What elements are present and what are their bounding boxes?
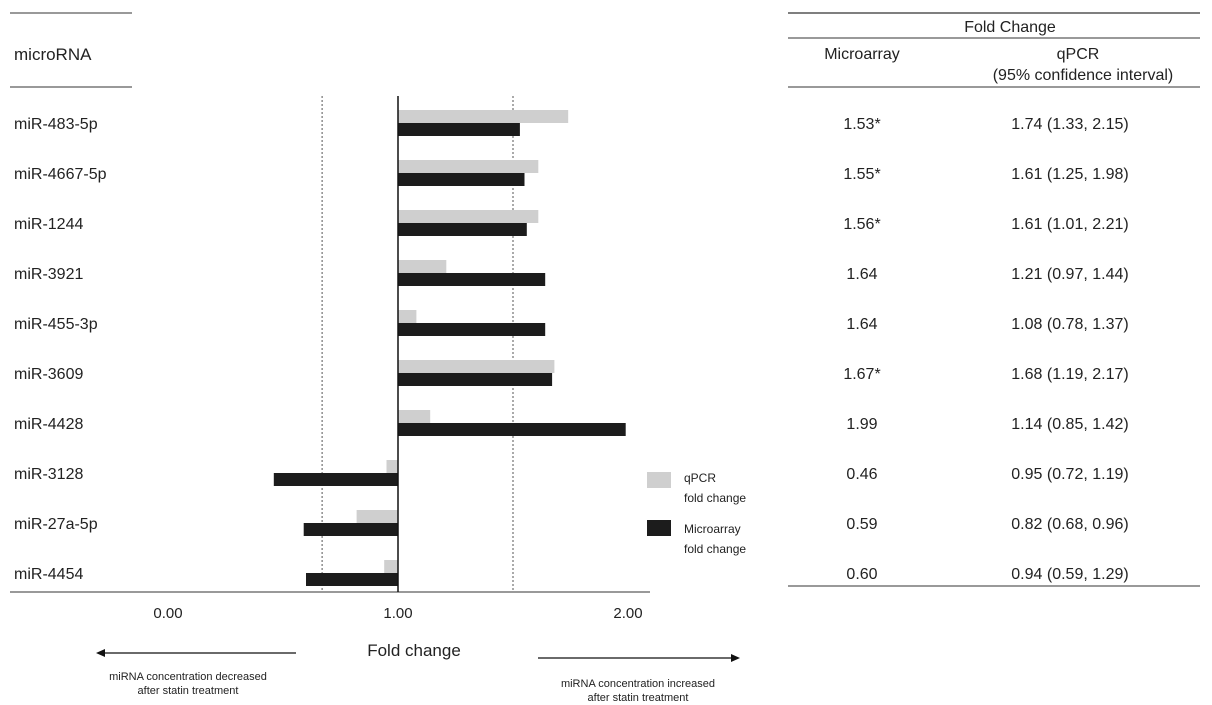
row-label: miR-3921 <box>14 266 83 283</box>
qpcr-value: 1.74 (1.33, 2.15) <box>1011 116 1128 133</box>
microarray-bar-mir-4454 <box>306 573 398 586</box>
microarray-bar-mir-4667-5p <box>398 173 525 186</box>
qpcr-bar-mir-4428 <box>398 410 431 423</box>
row-label: miR-3128 <box>14 466 83 483</box>
legend-microarray-line1: Microarray <box>684 522 741 536</box>
x-tick-label: 0.00 <box>153 605 182 622</box>
microarray-bar-mir-3128 <box>273 473 398 486</box>
microarray-value: 1.64 <box>846 316 877 333</box>
qpcr-value: 1.21 (0.97, 1.44) <box>1011 266 1128 283</box>
qpcr-value: 1.61 (1.01, 2.21) <box>1011 216 1128 233</box>
row-label: miR-455-3p <box>14 316 98 333</box>
qpcr-bar-mir-3128 <box>386 460 398 473</box>
microarray-bar-mir-4428 <box>398 423 626 436</box>
microarray-header: Microarray <box>824 46 900 63</box>
increase-text-1: miRNA concentration increased <box>561 678 715 690</box>
legend-microarray-swatch <box>647 520 671 536</box>
microarray-value: 1.53* <box>843 116 880 133</box>
increase-text-2: after statin treatment <box>588 692 689 704</box>
microrna-header: microRNA <box>14 45 92 64</box>
qpcr-value: 1.61 (1.25, 1.98) <box>1011 166 1128 183</box>
x-tick-label: 1.00 <box>383 605 412 622</box>
qpcr-bar-mir-1244 <box>398 210 539 223</box>
microarray-bar-mir-3921 <box>398 273 546 286</box>
increase-arrowhead <box>731 654 740 662</box>
microarray-bar-mir-27a-5p <box>303 523 398 536</box>
row-label: miR-3609 <box>14 366 83 383</box>
microarray-value: 1.67* <box>843 366 880 383</box>
qpcr-value: 1.14 (0.85, 1.42) <box>1011 416 1128 433</box>
microarray-bar-mir-455-3p <box>398 323 546 336</box>
qpcr-bar-mir-3609 <box>398 360 555 373</box>
legend-qpcr-swatch <box>647 472 671 488</box>
legend-qpcr-line1: qPCR <box>684 471 716 485</box>
microarray-value: 0.46 <box>846 466 877 483</box>
microarray-bar-mir-483-5p <box>398 123 520 136</box>
legend-microarray-line2: fold change <box>684 542 746 556</box>
legend-qpcr-line2: fold change <box>684 491 746 505</box>
microarray-value: 0.59 <box>846 516 877 533</box>
microarray-bar-mir-3609 <box>398 373 553 386</box>
row-label: miR-4667-5p <box>14 166 107 183</box>
decrease-arrowhead <box>96 649 105 657</box>
microarray-value: 1.64 <box>846 266 877 283</box>
qpcr-bar-mir-455-3p <box>398 310 417 323</box>
fold-change-header: Fold Change <box>964 19 1056 36</box>
qpcr-value: 1.08 (0.78, 1.37) <box>1011 316 1128 333</box>
microarray-value: 1.56* <box>843 216 880 233</box>
decrease-text-1: miRNA concentration decreased <box>109 671 267 683</box>
qpcr-ci-header: (95% confidence interval) <box>993 67 1174 84</box>
qpcr-value: 0.82 (0.68, 0.96) <box>1011 516 1128 533</box>
qpcr-bar-mir-27a-5p <box>356 510 398 523</box>
microarray-bar-mir-1244 <box>398 223 527 236</box>
row-label: miR-483-5p <box>14 116 98 133</box>
microarray-value: 1.99 <box>846 416 877 433</box>
row-label: miR-27a-5p <box>14 516 98 533</box>
qpcr-bar-mir-4667-5p <box>398 160 539 173</box>
qpcr-bar-mir-483-5p <box>398 110 569 123</box>
row-label: miR-4454 <box>14 566 83 583</box>
x-axis-label: Fold change <box>367 641 461 660</box>
x-tick-label: 2.00 <box>613 605 642 622</box>
qpcr-value: 0.95 (0.72, 1.19) <box>1011 466 1128 483</box>
qpcr-value: 1.68 (1.19, 2.17) <box>1011 366 1128 383</box>
microarray-value: 0.60 <box>846 566 877 583</box>
qpcr-bar-mir-4454 <box>384 560 398 573</box>
qpcr-value: 0.94 (0.59, 1.29) <box>1011 566 1128 583</box>
qpcr-bar-mir-3921 <box>398 260 447 273</box>
decrease-text-2: after statin treatment <box>138 685 239 697</box>
row-label: miR-4428 <box>14 416 83 433</box>
microarray-value: 1.55* <box>843 166 880 183</box>
row-label: miR-1244 <box>14 216 83 233</box>
qpcr-header: qPCR <box>1057 46 1100 63</box>
